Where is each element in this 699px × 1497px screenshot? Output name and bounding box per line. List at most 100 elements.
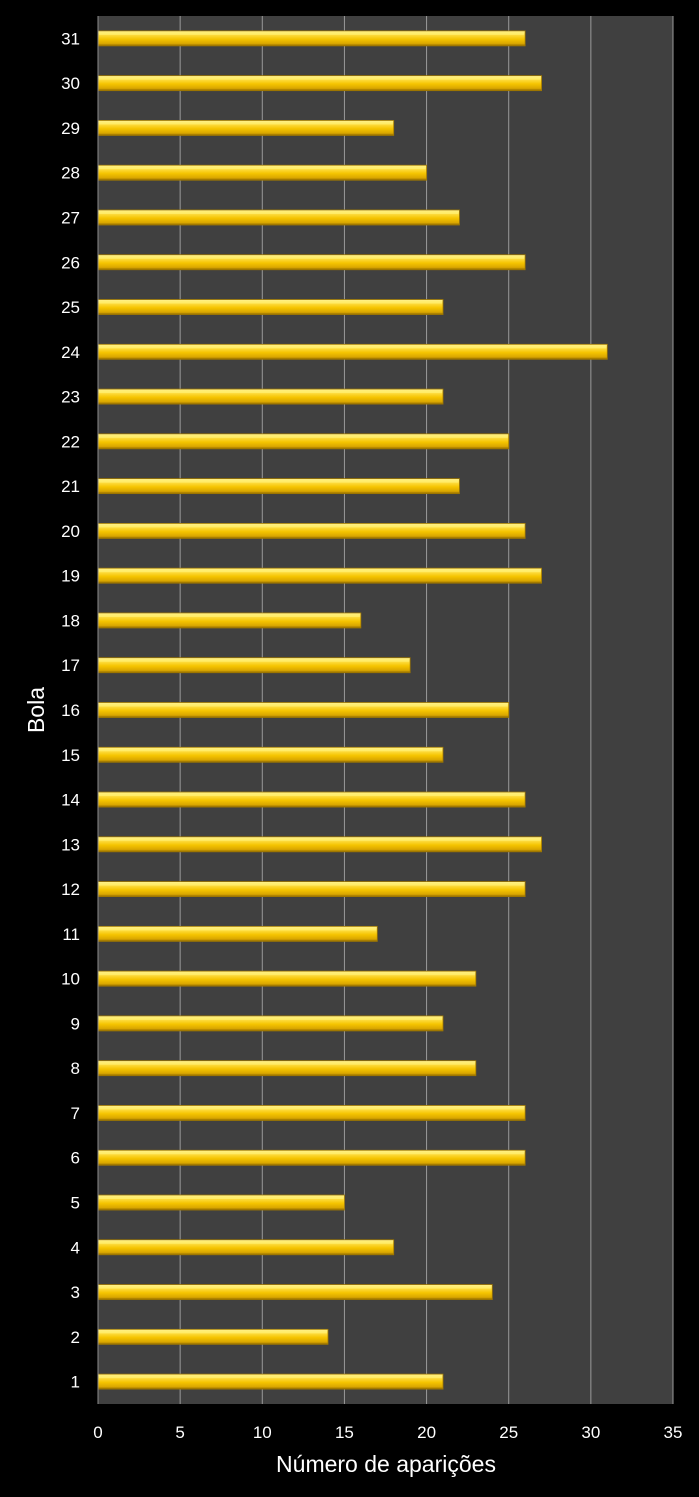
y-tick-label: 13 <box>61 835 80 854</box>
bar-highlight <box>99 301 442 304</box>
bar-group <box>97 657 411 674</box>
y-tick-label: 22 <box>61 432 80 451</box>
bar-highlight <box>99 614 360 617</box>
y-tick-label: 4 <box>71 1238 80 1257</box>
y-tick-label: 20 <box>61 522 80 541</box>
y-tick-label: 27 <box>61 208 80 227</box>
bar-group <box>97 746 444 763</box>
bar-group <box>97 1194 345 1211</box>
bar-group <box>97 433 510 450</box>
y-tick-label: 2 <box>71 1328 80 1347</box>
y-tick-label: 24 <box>61 343 80 362</box>
x-tick-label: 30 <box>581 1423 600 1442</box>
y-tick-label: 29 <box>61 119 80 138</box>
y-tick-label: 18 <box>61 611 80 630</box>
bar-group <box>97 1149 526 1166</box>
x-tick-label: 15 <box>335 1423 354 1442</box>
bar-group <box>97 612 362 629</box>
bar-highlight <box>99 1106 525 1110</box>
bar-group <box>97 75 542 92</box>
y-tick-label: 8 <box>71 1059 80 1078</box>
y-tick-label: 11 <box>62 925 80 944</box>
bar-group <box>97 567 542 584</box>
bar-group <box>97 120 395 136</box>
bar-group <box>97 970 477 987</box>
bar-highlight <box>99 1241 393 1244</box>
y-tick-label: 21 <box>61 477 80 496</box>
bar-group <box>97 299 444 315</box>
bar-group <box>97 1328 329 1345</box>
bar-highlight <box>99 927 377 931</box>
y-axis-title: Bola <box>23 687 49 733</box>
bar-group <box>97 1060 477 1077</box>
bar-highlight <box>99 77 541 80</box>
y-tick-label: 26 <box>61 253 80 272</box>
y-tick-label: 25 <box>61 298 80 317</box>
y-tick-label: 31 <box>61 29 80 48</box>
bar-group <box>97 702 510 718</box>
x-tick-label: 10 <box>253 1423 272 1442</box>
bar-group <box>97 1015 444 1032</box>
bar-highlight <box>99 524 525 528</box>
y-tick-label: 23 <box>61 388 80 407</box>
y-tick-label: 12 <box>61 880 80 899</box>
bar-highlight <box>99 1017 442 1020</box>
bar-highlight <box>99 838 541 841</box>
bar-highlight <box>99 390 442 394</box>
bar-highlight <box>99 704 508 707</box>
y-tick-label: 19 <box>61 567 80 586</box>
bar-highlight <box>99 1196 344 1200</box>
bar-group <box>97 791 526 808</box>
x-axis-title: Número de aparições <box>276 1451 496 1477</box>
y-tick-label: 10 <box>61 970 80 989</box>
x-tick-label: 20 <box>417 1423 436 1442</box>
y-tick-label: 14 <box>61 791 80 810</box>
bar-group <box>97 478 460 495</box>
bar-highlight <box>99 1286 492 1289</box>
bar-group <box>97 881 526 897</box>
bar-group <box>97 925 378 942</box>
x-tick-label: 35 <box>664 1423 683 1442</box>
bar-group <box>97 209 460 226</box>
bar-highlight <box>99 121 393 125</box>
bar-group <box>97 164 427 181</box>
bar-group <box>97 836 542 853</box>
x-tick-label: 5 <box>175 1423 184 1442</box>
y-tick-label: 3 <box>71 1283 80 1302</box>
bar-group <box>97 30 526 47</box>
y-tick-label: 9 <box>71 1014 80 1033</box>
bar-highlight <box>99 659 410 662</box>
bar-group <box>97 343 608 360</box>
y-tick-label: 15 <box>61 746 80 765</box>
y-tick-label: 6 <box>71 1149 80 1168</box>
y-tick-label: 1 <box>71 1373 80 1392</box>
bar-highlight <box>99 1151 525 1155</box>
y-tick-label: 30 <box>61 74 80 93</box>
y-tick-label: 5 <box>71 1194 80 1213</box>
bar-highlight <box>99 883 525 886</box>
bar-highlight <box>99 748 442 752</box>
bar-group <box>97 523 526 539</box>
bar-group <box>97 388 444 405</box>
x-tick-label: 25 <box>499 1423 518 1442</box>
bar-group <box>97 254 526 271</box>
bar-highlight <box>99 1330 327 1334</box>
bar-highlight <box>99 480 459 483</box>
bar-highlight <box>99 793 525 797</box>
bar-group <box>97 1105 526 1121</box>
bar-group <box>97 1239 395 1256</box>
bar-highlight <box>99 32 525 35</box>
bar-highlight <box>99 345 607 349</box>
bar-highlight <box>99 435 508 438</box>
y-tick-label: 7 <box>71 1104 80 1123</box>
bar-highlight <box>99 1062 475 1065</box>
y-tick-label: 16 <box>61 701 80 720</box>
bar-highlight <box>99 569 541 573</box>
bar-highlight <box>99 211 459 214</box>
bar-highlight <box>99 166 426 170</box>
y-tick-label: 28 <box>61 164 80 183</box>
bar-group <box>97 1284 493 1300</box>
bar-group <box>97 1373 444 1390</box>
bar-highlight <box>99 256 525 259</box>
